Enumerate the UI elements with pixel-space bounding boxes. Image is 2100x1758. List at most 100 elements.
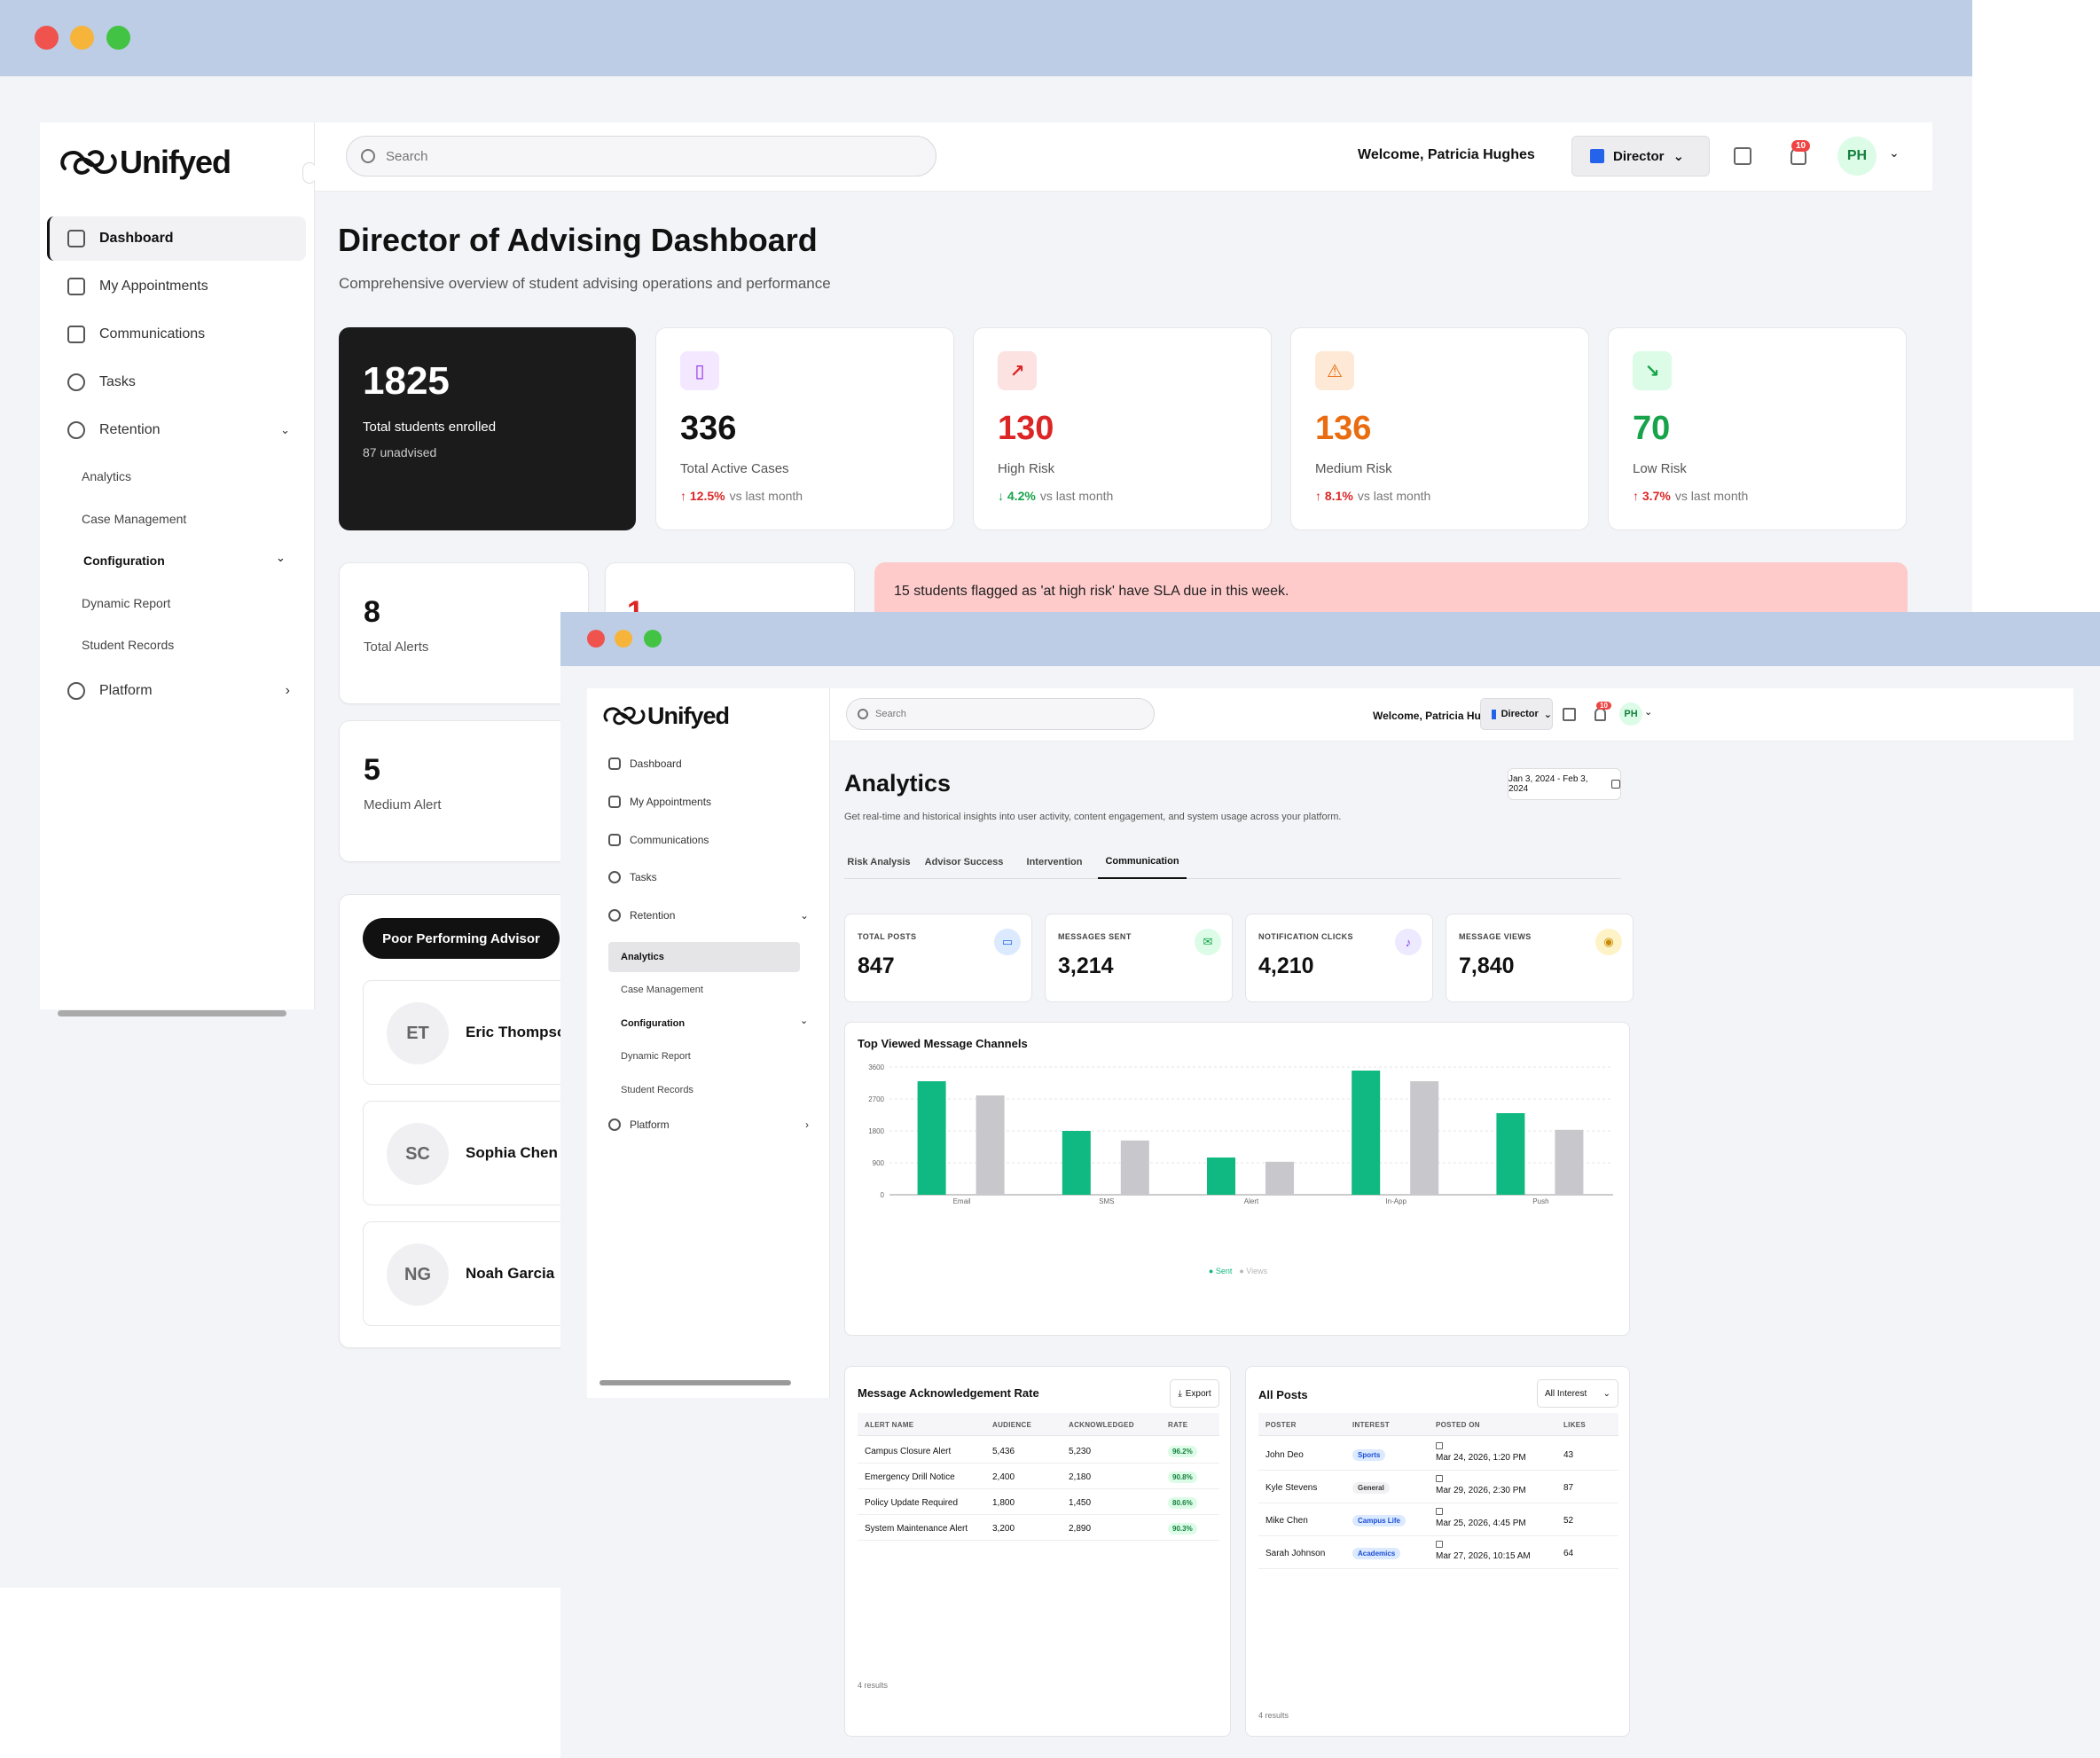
download-icon: ⤓	[1178, 1388, 1182, 1399]
column-header[interactable]: ALERT NAME	[865, 1421, 914, 1429]
column-header[interactable]: POSTER	[1265, 1421, 1297, 1429]
table-row[interactable]	[1258, 1503, 1618, 1536]
sidebar-scrollbar[interactable]	[599, 1380, 791, 1385]
chevron-down-icon[interactable]: ⌄	[1889, 145, 1900, 160]
welcome-text: Welcome, Patricia Hughes	[1373, 710, 1506, 722]
nav-label: Dashboard	[99, 231, 174, 246]
table-cell: 2,890	[1069, 1524, 1092, 1534]
store-icon[interactable]	[1734, 147, 1751, 165]
search-input[interactable]	[875, 709, 1141, 719]
tab-risk-analysis[interactable]: Risk Analysis	[847, 857, 911, 867]
nav-tasks[interactable]: Tasks	[47, 360, 136, 404]
scrollbar-thumb[interactable]	[58, 1010, 286, 1016]
calendar-icon	[608, 796, 621, 808]
close-dot[interactable]	[587, 630, 605, 647]
tab-intervention[interactable]: Intervention	[1026, 857, 1083, 867]
bar-sent-alert[interactable]	[1207, 1158, 1235, 1195]
table-row[interactable]	[1258, 1536, 1618, 1569]
column-header[interactable]: INTEREST	[1352, 1421, 1390, 1429]
bar-views-in-app[interactable]	[1410, 1081, 1439, 1195]
legend-views[interactable]: ● Views	[1239, 1267, 1268, 1275]
bell-icon[interactable]	[1595, 708, 1606, 721]
tab-communication[interactable]: Communication	[1098, 845, 1187, 879]
bar-sent-in-app[interactable]	[1352, 1071, 1381, 1195]
brand-logo[interactable]: Unifyed	[58, 142, 231, 183]
avatar[interactable]: PH	[1619, 702, 1642, 726]
maximize-dot[interactable]	[644, 630, 662, 647]
check-circle-icon	[608, 871, 621, 883]
bar-views-sms[interactable]	[1120, 1140, 1149, 1195]
window-titlebar	[560, 612, 2100, 666]
table-row[interactable]	[1258, 1471, 1618, 1503]
nav-dynamic-report[interactable]: Dynamic Report	[621, 1051, 691, 1062]
window-titlebar	[0, 0, 1972, 76]
bar-sent-push[interactable]	[1496, 1113, 1525, 1195]
table-row[interactable]	[858, 1438, 1219, 1464]
brand-logo[interactable]: Unifyed	[601, 701, 730, 731]
table-row[interactable]	[858, 1515, 1219, 1541]
role-dropdown[interactable]: Director ⌄	[1571, 136, 1710, 177]
date-range-picker[interactable]: Jan 3, 2024 - Feb 3, 2024	[1508, 768, 1621, 800]
tab-advisor-success[interactable]: Advisor Success	[924, 857, 1004, 867]
column-header[interactable]: POSTED ON	[1436, 1421, 1480, 1429]
table-cell: 5,436	[992, 1447, 1015, 1456]
nav-configuration[interactable]: Configuration	[83, 553, 165, 568]
interest-filter-select[interactable]: All Interest ⌄	[1537, 1379, 1618, 1408]
table-row[interactable]	[1258, 1438, 1618, 1471]
role-dropdown[interactable]: Director ⌄	[1480, 698, 1553, 730]
table-row[interactable]	[858, 1489, 1219, 1515]
stat-card: MESSAGES SENT 3,214 ✉	[1045, 914, 1233, 1002]
bar-sent-email[interactable]	[917, 1081, 946, 1195]
search-bar[interactable]	[846, 698, 1155, 730]
column-header[interactable]: RATE	[1168, 1421, 1188, 1429]
chat-icon: ▭	[994, 929, 1021, 955]
interest-badge: Academics	[1352, 1548, 1401, 1559]
poor-performing-advisor-button[interactable]: Poor Performing Advisor	[363, 918, 560, 959]
bar-chart: 0 900 1800 2700 3600 Email SMS Alert In-App Push	[868, 1063, 1613, 1205]
kpi-card: ↘ 70 Low Risk ↑ 3.7% vs last month	[1608, 327, 1907, 530]
nav-communications[interactable]: Communications	[608, 834, 709, 846]
nav-retention[interactable]: Retention ⌄	[47, 408, 306, 452]
store-icon[interactable]	[1563, 708, 1576, 721]
bar-views-push[interactable]	[1555, 1129, 1584, 1195]
nav-dynamic-report[interactable]: Dynamic Report	[82, 596, 171, 610]
nav-dashboard[interactable]: Dashboard	[608, 757, 682, 770]
legend-sent[interactable]: ● Sent	[1208, 1267, 1233, 1275]
likes-count: 87	[1563, 1483, 1574, 1493]
nav-case-management[interactable]: Case Management	[82, 512, 187, 526]
nav-platform[interactable]: Platform ›	[608, 1118, 809, 1131]
nav-platform[interactable]: Platform ›	[47, 669, 306, 713]
search-input[interactable]	[386, 148, 882, 164]
nav-appointments[interactable]: My Appointments	[608, 796, 711, 808]
hero-note: 87 unadvised	[363, 445, 437, 459]
nav-student-records[interactable]: Student Records	[82, 638, 175, 652]
search-bar[interactable]	[346, 136, 936, 177]
column-header[interactable]: LIKES	[1563, 1421, 1587, 1429]
chevron-down-icon[interactable]: ⌄	[1644, 707, 1653, 718]
minimize-dot[interactable]	[615, 630, 632, 647]
bar-views-email[interactable]	[976, 1095, 1005, 1195]
nav-retention[interactable]: Retention ⌄	[608, 909, 809, 922]
table-row[interactable]	[858, 1464, 1219, 1489]
bar-views-alert[interactable]	[1265, 1161, 1294, 1195]
export-button[interactable]: ⤓ Export	[1170, 1379, 1219, 1408]
column-header[interactable]: ACKNOWLEDGED	[1069, 1421, 1134, 1429]
nav-analytics[interactable]: Analytics	[608, 942, 800, 972]
nav-tasks[interactable]: Tasks	[608, 871, 657, 883]
y-tick-label: 1800	[868, 1127, 884, 1135]
nav-appointments[interactable]: My Appointments	[47, 264, 208, 309]
close-dot[interactable]	[35, 26, 59, 50]
bell-icon: ♪	[1395, 929, 1422, 955]
column-header[interactable]: AUDIENCE	[992, 1421, 1032, 1429]
minimize-dot[interactable]	[70, 26, 94, 50]
nav-configuration[interactable]: Configuration	[621, 1018, 686, 1029]
nav-case-management[interactable]: Case Management	[621, 985, 703, 995]
avatar[interactable]: PH	[1838, 137, 1877, 176]
bar-sent-sms[interactable]	[1062, 1131, 1091, 1195]
nav-dashboard[interactable]: Dashboard	[47, 216, 306, 261]
maximize-dot[interactable]	[106, 26, 130, 50]
nav-communications[interactable]: Communications	[47, 312, 205, 357]
nav-analytics[interactable]: Analytics	[82, 469, 132, 483]
sidebar-scrollbar[interactable]	[43, 1008, 311, 1018]
nav-student-records[interactable]: Student Records	[621, 1085, 693, 1095]
